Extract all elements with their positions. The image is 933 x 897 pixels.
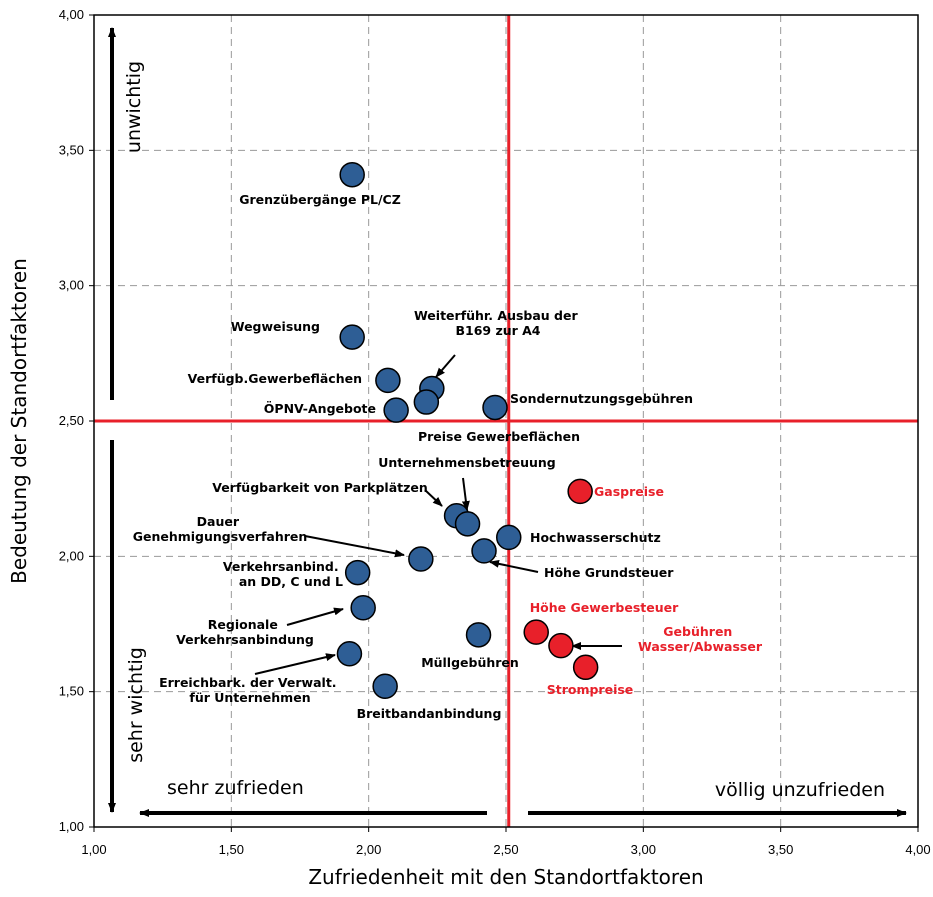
leader-parkplaetze xyxy=(424,489,443,507)
point-label-line: Regionale xyxy=(208,617,278,632)
data-point xyxy=(350,595,376,621)
direction-arrows xyxy=(108,27,907,817)
point-label-line: B169 zur A4 xyxy=(455,323,540,338)
leader-grundsteuer xyxy=(489,559,539,573)
point-label: Sondernutzungsgebühren xyxy=(510,391,693,406)
label-leader-arrows xyxy=(254,354,622,675)
data-point xyxy=(339,324,365,350)
point-label: Strompreise xyxy=(547,682,634,697)
y-tick-label: 1,00 xyxy=(59,819,84,834)
point-label: Gebühren Wasser/Abwasser xyxy=(638,624,763,654)
point-label: Erreichbark. der Verwalt. für Unternehme… xyxy=(159,675,341,705)
data-point xyxy=(408,546,434,572)
x-tick-label: 4,00 xyxy=(905,842,930,857)
x-tick-label: 1,50 xyxy=(219,842,244,857)
data-point xyxy=(339,161,365,188)
point-labels: Grenzübergänge PL/CZ Wegweisung Verfügb.… xyxy=(133,192,763,721)
x-tick-label: 2,00 xyxy=(356,842,381,857)
point-label-line: Erreichbark. der Verwalt. xyxy=(159,675,336,690)
annotation-sehr-zufrieden: sehr zufrieden xyxy=(167,777,304,799)
point-label-line: an DD, C und L xyxy=(239,574,343,589)
data-point xyxy=(413,389,440,415)
data-point xyxy=(372,673,398,700)
point-label: Dauer Genehmigungsverfahren xyxy=(133,514,308,544)
data-point xyxy=(383,397,409,423)
data-point xyxy=(495,524,522,551)
point-label-line: Gebühren xyxy=(663,624,732,639)
y-tick-label: 4,00 xyxy=(59,7,84,22)
data-point xyxy=(572,654,599,681)
point-label: Verfügbarkeit von Parkplätzen xyxy=(212,480,428,495)
point-label: Verfügb.Gewerbeflächen xyxy=(188,371,362,386)
point-label: Verkehrsanbind. an DD, C und L xyxy=(223,559,343,589)
point-label: Unternehmensbetreuung xyxy=(378,455,555,470)
data-point xyxy=(465,622,492,648)
point-label: Wegweisung xyxy=(231,319,320,334)
point-label: Gaspreise xyxy=(594,484,664,499)
point-label: Regionale Verkehrsanbindung xyxy=(176,617,314,647)
y-tick-labels: 1,00 1,50 2,00 2,50 3,00 3,50 4,00 xyxy=(59,7,94,834)
leader-b169 xyxy=(435,354,456,378)
leader-unternehmensbetreuung xyxy=(461,477,470,511)
point-label-line: Genehmigungsverfahren xyxy=(133,529,308,544)
x-tick-label: 1,00 xyxy=(81,842,106,857)
leader-regionale xyxy=(286,607,344,626)
point-label: ÖPNV-Angebote xyxy=(264,401,376,416)
point-label-line: für Unternehmen xyxy=(189,690,310,705)
data-point xyxy=(471,538,497,564)
x-tick-label: 3,50 xyxy=(768,842,793,857)
point-label-line: Wasser/Abwasser xyxy=(638,639,763,654)
data-points xyxy=(336,161,599,700)
point-label: Müllgebühren xyxy=(421,655,519,670)
point-label-line: Verkehrsanbindung xyxy=(176,632,314,647)
y-tick-label: 3,00 xyxy=(59,278,84,293)
point-label: Breitbandanbindung xyxy=(357,706,502,721)
y-axis-title: Bedeutung der Standortfaktoren xyxy=(7,258,31,584)
point-label: Preise Gewerbeflächen xyxy=(418,429,580,444)
y-tick-label: 1,50 xyxy=(59,684,84,699)
y-tick-label: 3,50 xyxy=(59,142,84,157)
data-point xyxy=(548,632,574,659)
x-tick-labels: 1,00 1,50 2,00 2,50 3,00 3,50 4,00 xyxy=(81,827,931,857)
annotation-voellig-unzufrieden: völlig unzufrieden xyxy=(715,779,885,801)
annotation-sehr-wichtig: sehr wichtig xyxy=(125,647,147,763)
x-tick-label: 2,50 xyxy=(493,842,518,857)
leader-erreichbarkeit xyxy=(254,653,336,675)
point-label-line: Dauer xyxy=(197,514,240,529)
x-tick-label: 3,00 xyxy=(631,842,656,857)
point-label-line: Verkehrsanbind. xyxy=(223,559,339,574)
data-point xyxy=(523,619,549,645)
data-point xyxy=(375,367,401,394)
data-point xyxy=(482,394,508,421)
point-label: Hochwasserschutz xyxy=(530,530,661,545)
data-point xyxy=(567,478,593,505)
data-point xyxy=(336,641,363,667)
y-tick-label: 2,00 xyxy=(59,548,84,563)
point-label: Grenzübergänge PL/CZ xyxy=(239,192,401,207)
leader-genehmigung xyxy=(304,535,405,558)
annotation-unwichtig: unwichtig xyxy=(123,61,145,153)
point-label: Höhe Grundsteuer xyxy=(544,565,674,580)
point-label: Weiterführ. Ausbau der B169 zur A4 xyxy=(414,308,582,338)
y-tick-label: 2,50 xyxy=(59,413,84,428)
data-point xyxy=(344,559,371,586)
data-point xyxy=(454,511,481,537)
point-label-line: Weiterführ. Ausbau der xyxy=(414,308,579,323)
point-label: Höhe Gewerbesteuer xyxy=(530,600,679,615)
x-axis-title: Zufriedenheit mit den Standortfaktoren xyxy=(308,865,703,889)
